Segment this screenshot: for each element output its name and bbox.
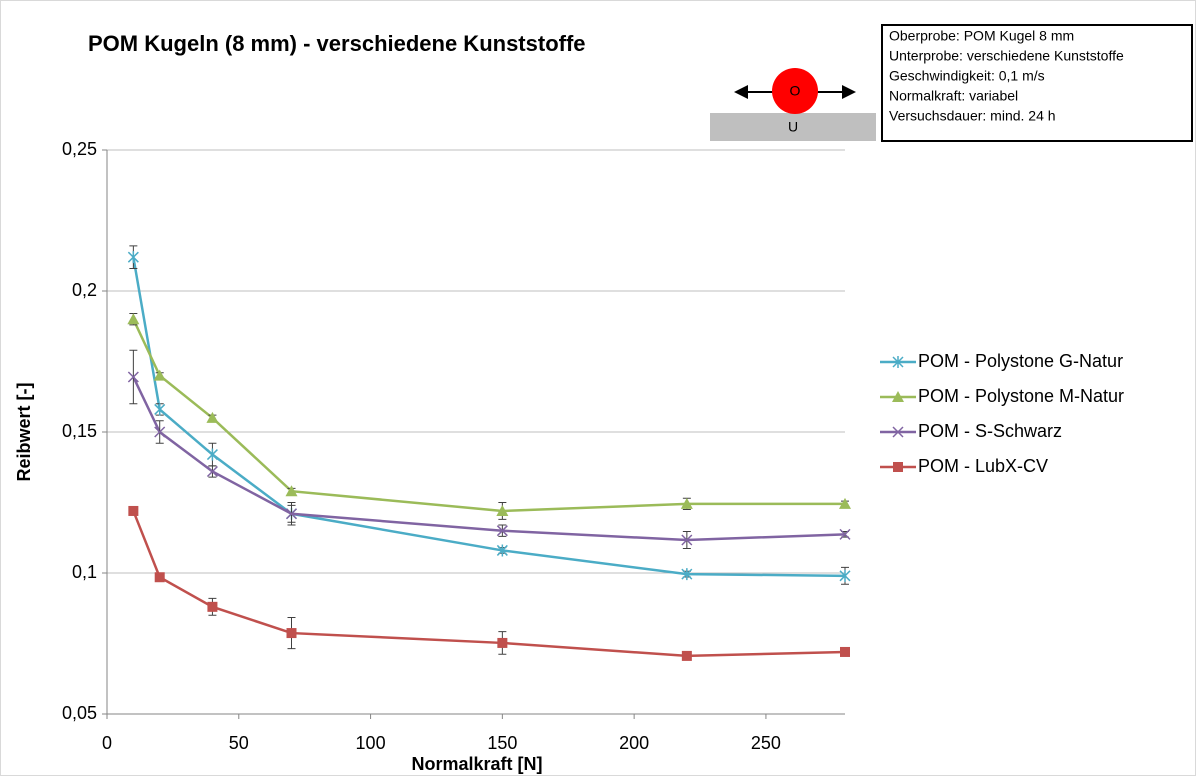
marker (127, 371, 139, 383)
x-tick-label: 250 (751, 733, 781, 753)
info-line: Unterprobe: verschiedene Kunststoffe (889, 48, 1124, 64)
marker (127, 251, 139, 264)
marker (892, 356, 904, 368)
marker (840, 646, 850, 657)
marker (206, 411, 219, 423)
info-line: Geschwindigkeit: 0,1 m/s (889, 68, 1045, 84)
marker (680, 497, 693, 509)
lower-sample (710, 113, 876, 141)
info-line: Normalkraft: variabel (889, 88, 1018, 104)
marker (207, 601, 218, 612)
marker (206, 465, 218, 478)
x-tick-label: 150 (487, 733, 517, 753)
y-tick-label: 0,05 (62, 703, 97, 723)
x-tick-label: 200 (619, 733, 649, 753)
marker (497, 637, 508, 648)
marker (154, 572, 165, 583)
info-line: Oberprobe: POM Kugel 8 mm (889, 28, 1074, 44)
marker (681, 568, 693, 581)
marker (892, 426, 904, 438)
legend-label: POM - Polystone M-Natur (918, 386, 1124, 406)
marker (127, 313, 140, 325)
marker (839, 497, 851, 509)
marker (128, 505, 139, 516)
marker (839, 569, 851, 582)
marker (285, 485, 298, 497)
info-line: Versuchsdauer: mind. 24 h (889, 108, 1056, 124)
y-tick-label: 0,15 (62, 421, 97, 441)
arrow-head (842, 85, 856, 99)
marker (154, 426, 166, 438)
marker (286, 628, 297, 639)
x-tick-label: 100 (356, 733, 386, 753)
y-tick-label: 0,1 (72, 562, 97, 582)
x-axis-label: Normalkraft [N] (411, 754, 542, 774)
marker (892, 391, 904, 402)
x-tick-label: 0 (102, 733, 112, 753)
marker (681, 534, 693, 546)
y-axis-label: Reibwert [-] (14, 383, 34, 482)
x-tick-label: 50 (229, 733, 249, 753)
marker (496, 544, 508, 557)
ball (772, 68, 818, 114)
lower-label: U (788, 119, 798, 135)
y-tick-label: 0,2 (72, 280, 97, 300)
legend-label: POM - Polystone G-Natur (918, 351, 1123, 371)
y-tick-label: 0,25 (62, 139, 97, 159)
marker (893, 462, 903, 472)
marker (206, 448, 218, 461)
marker (496, 525, 508, 537)
marker (496, 504, 509, 516)
legend-label: POM - S-Schwarz (918, 421, 1062, 441)
marker (285, 508, 298, 520)
marker (681, 650, 692, 661)
legend-label: POM - LubX-CV (918, 456, 1048, 476)
marker (154, 403, 166, 416)
upper-label: O (790, 83, 801, 99)
arrow-head (734, 85, 748, 99)
marker (153, 369, 166, 381)
chart-title: POM Kugeln (8 mm) - verschiedene Kunstst… (88, 31, 586, 56)
info-box (881, 24, 1193, 142)
marker (839, 528, 851, 540)
